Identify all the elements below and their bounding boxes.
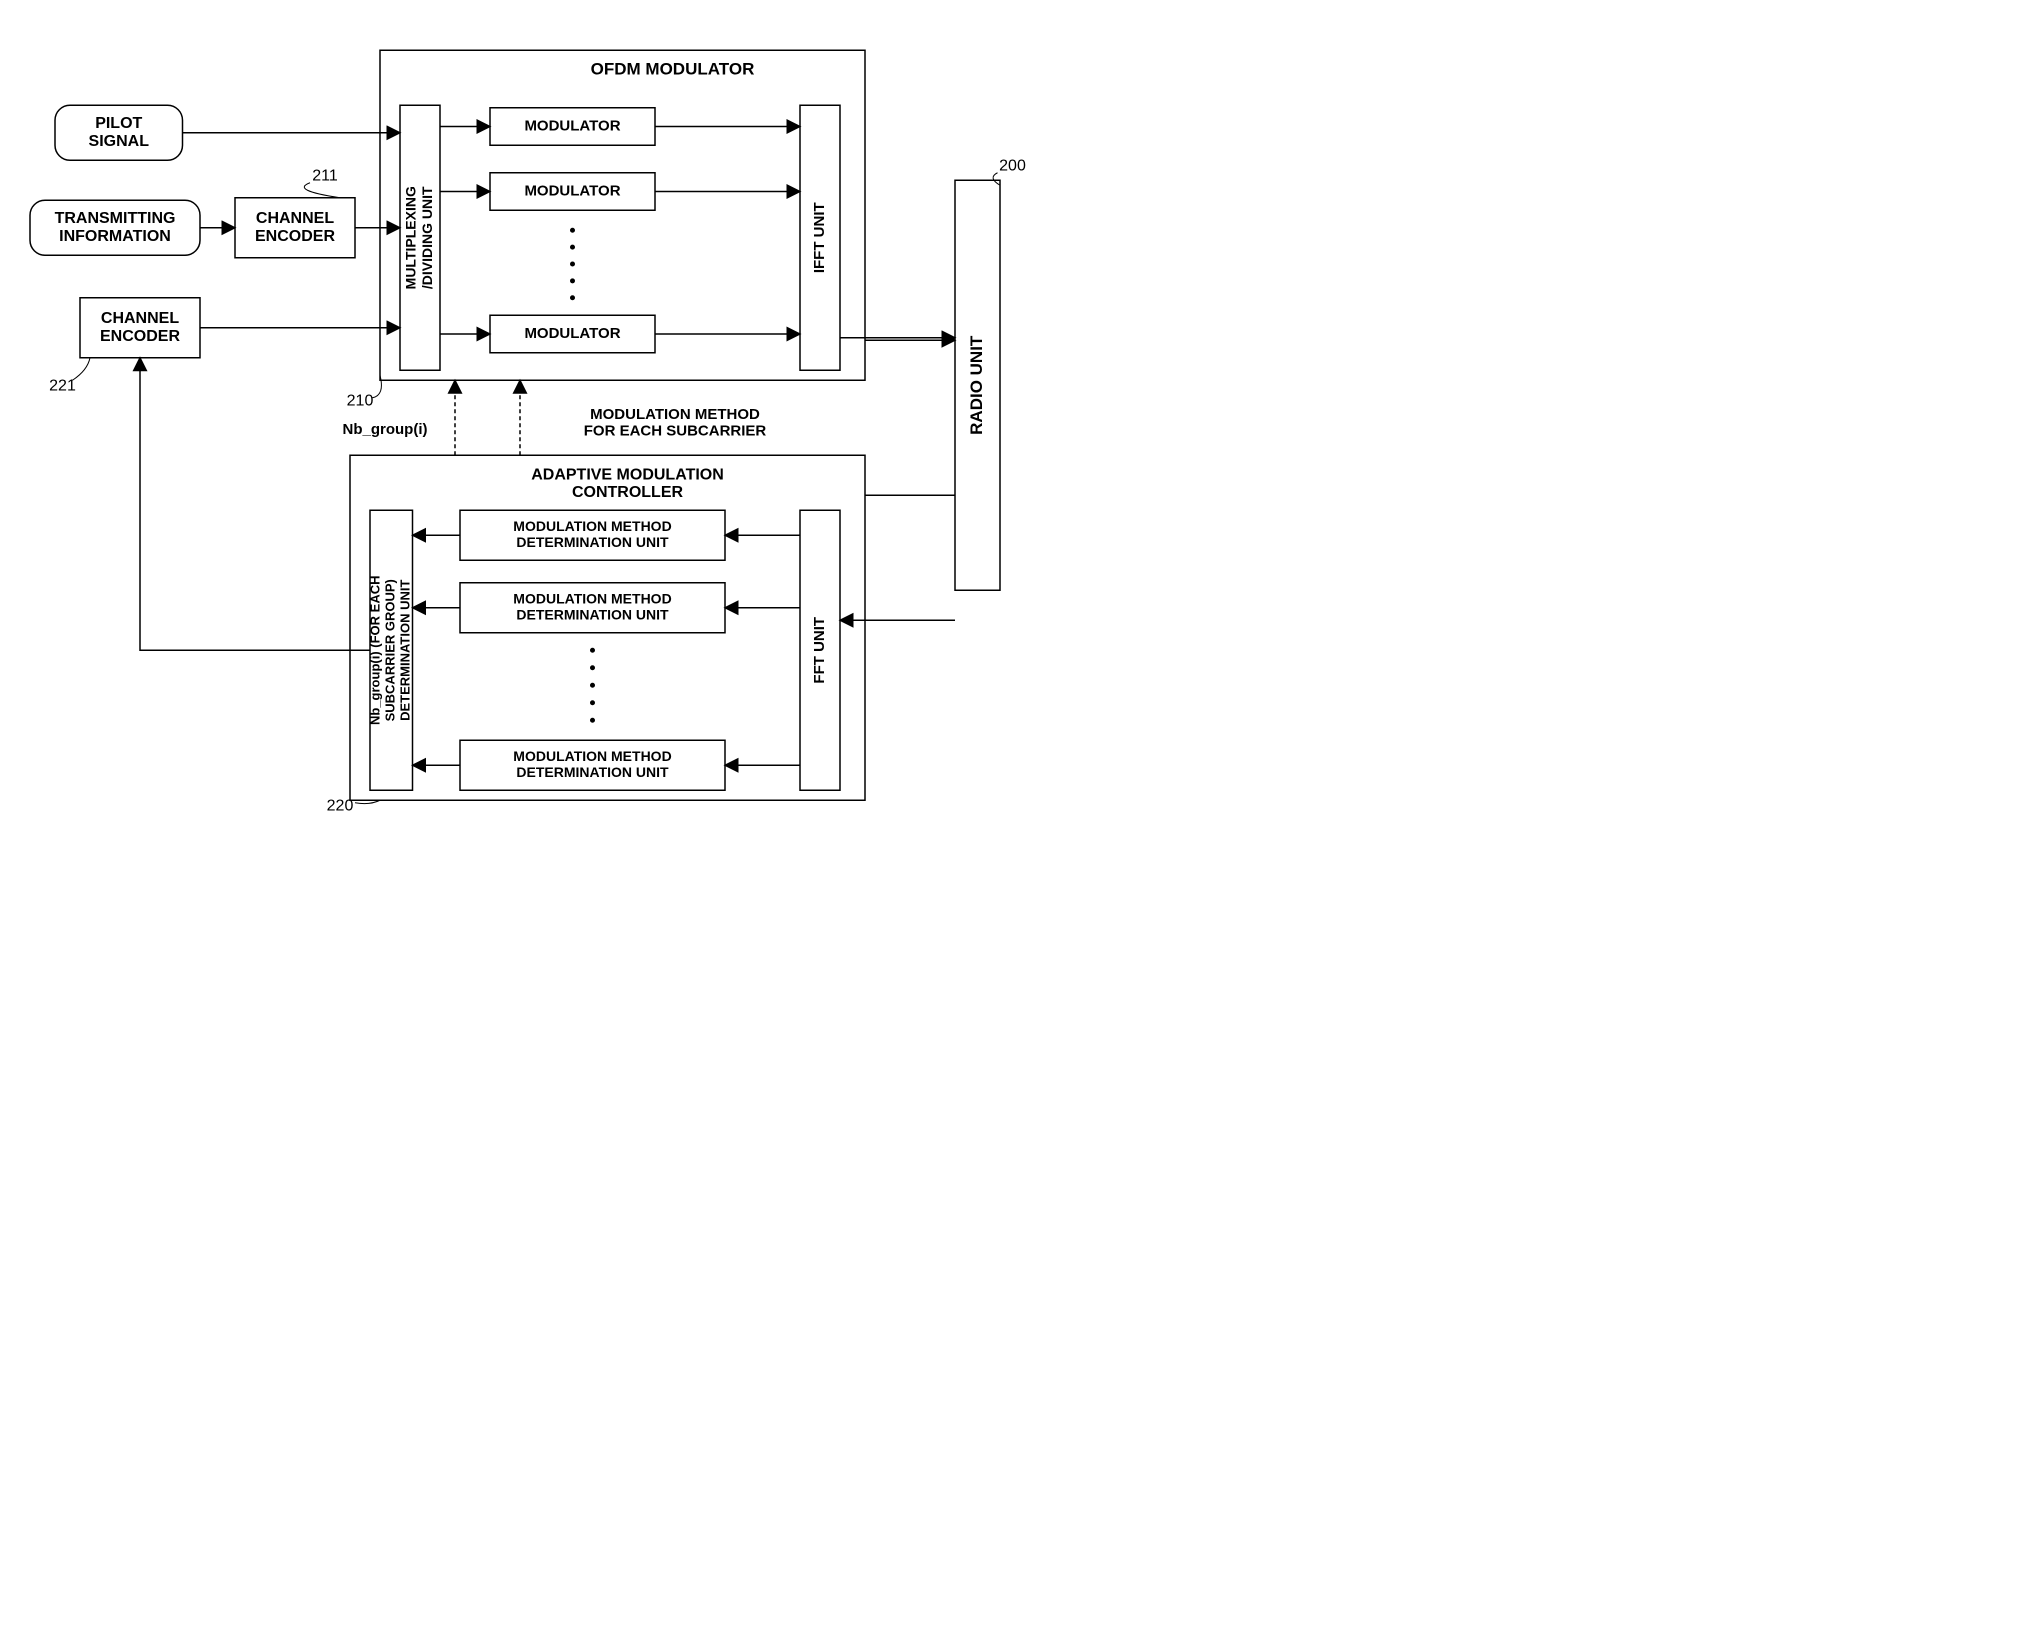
ref-leader xyxy=(304,183,340,198)
svg-text:FFT UNIT: FFT UNIT xyxy=(811,617,828,684)
vdots xyxy=(570,262,575,267)
modulation-method-determination-unit-2-label: DETERMINATION UNIT xyxy=(516,764,669,780)
pilot-signal-label: PILOT xyxy=(95,115,142,132)
channel-encoder-2-label: CHANNEL xyxy=(101,310,179,327)
nb-group-label: Nb_group(i) xyxy=(343,421,428,438)
pilot-signal-label: SIGNAL xyxy=(89,133,150,150)
modulator-0-label: MODULATOR xyxy=(524,117,620,134)
modulator-2-label: MODULATOR xyxy=(524,325,620,342)
multiplexing-dividing-unit-label: MULTIPLEXING/DIVIDING UNIT xyxy=(403,186,435,289)
modulation-method-determination-unit-2-label: MODULATION METHOD xyxy=(513,748,671,764)
modulation-method-determination-unit-1-label: DETERMINATION UNIT xyxy=(516,607,669,623)
svg-text:RADIO UNIT: RADIO UNIT xyxy=(967,335,986,435)
mod-method-label-1: MODULATION METHOD xyxy=(590,406,760,423)
ref-210: 210 xyxy=(347,392,374,409)
nb-group-determination-unit-label: Nb_group(i) (FOR EACHSUBCARRIER GROUP)DE… xyxy=(368,576,413,725)
mod-method-label-2: FOR EACH SUBCARRIER xyxy=(584,423,767,440)
ref-220: 220 xyxy=(327,797,354,814)
ref-200: 200 xyxy=(999,157,1026,174)
channel-encoder-1-label: ENCODER xyxy=(255,228,335,245)
ifft-unit-label: IFFT UNIT xyxy=(811,202,828,273)
fft-unit-label: FFT UNIT xyxy=(811,617,828,684)
ref-221: 221 xyxy=(49,377,76,394)
transmitting-information-label: INFORMATION xyxy=(59,228,171,245)
vdots xyxy=(590,648,595,653)
radio-unit-label: RADIO UNIT xyxy=(967,335,986,435)
block-diagram: PILOTSIGNAL TRANSMITTINGINFORMATION CHANNE… xyxy=(20,20,1031,842)
arrow-nb-enc2 xyxy=(140,358,370,651)
svg-text:MULTIPLEXING: MULTIPLEXING xyxy=(403,186,419,289)
modulator-1-label: MODULATOR xyxy=(524,182,620,199)
modulation-method-determination-unit-0-label: MODULATION METHOD xyxy=(513,518,671,534)
vdots xyxy=(590,718,595,723)
controller-title-1: ADAPTIVE MODULATION xyxy=(531,466,724,483)
channel-encoder-2-label: ENCODER xyxy=(100,328,180,345)
vdots xyxy=(570,228,575,233)
svg-text:IFFT UNIT: IFFT UNIT xyxy=(811,202,828,273)
svg-text:/DIVIDING UNIT: /DIVIDING UNIT xyxy=(419,186,435,289)
vdots xyxy=(570,278,575,283)
modulation-method-determination-unit-0-label: DETERMINATION UNIT xyxy=(516,534,669,550)
vdots xyxy=(590,700,595,705)
vdots xyxy=(570,295,575,300)
vdots xyxy=(570,245,575,250)
svg-text:DETERMINATION UNIT: DETERMINATION UNIT xyxy=(398,580,413,721)
controller-title-2: CONTROLLER xyxy=(572,484,684,501)
modulation-method-determination-unit-1-label: MODULATION METHOD xyxy=(513,590,671,606)
ref-211: 211 xyxy=(312,167,338,184)
vdots xyxy=(590,665,595,670)
vdots xyxy=(590,683,595,688)
ofdm-modulator-title: OFDM MODULATOR xyxy=(591,60,755,79)
transmitting-information-label: TRANSMITTING xyxy=(55,210,176,227)
svg-text:SUBCARRIER GROUP): SUBCARRIER GROUP) xyxy=(383,579,398,721)
channel-encoder-1-label: CHANNEL xyxy=(256,210,334,227)
